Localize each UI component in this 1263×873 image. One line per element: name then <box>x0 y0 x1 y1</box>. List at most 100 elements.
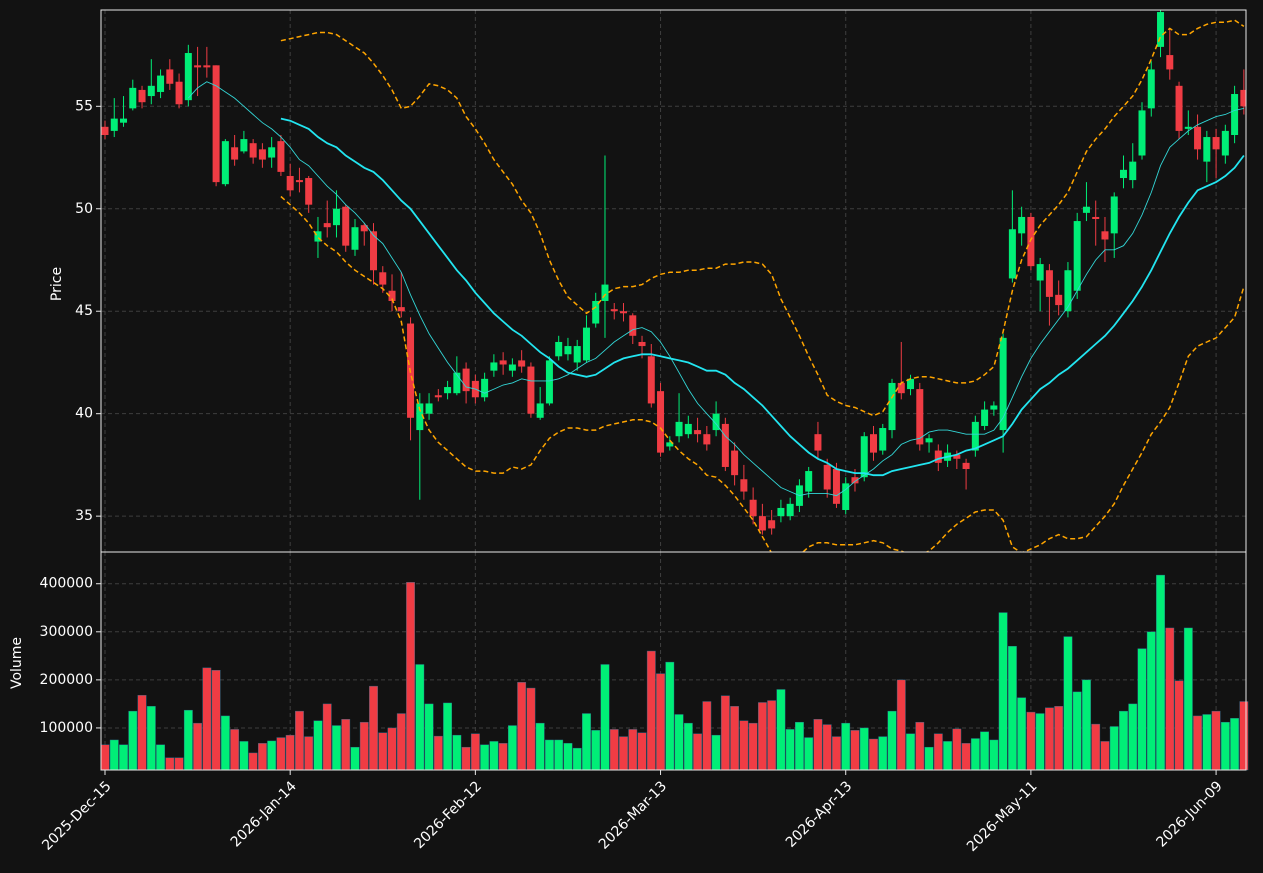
volume-bar <box>665 661 675 771</box>
volume-bar <box>795 721 804 771</box>
volume-bar <box>822 724 832 771</box>
candle-body <box>416 403 424 431</box>
candle-body <box>203 65 211 68</box>
panel-frame <box>100 551 1247 771</box>
candle-body <box>768 520 776 529</box>
candle-body <box>814 434 822 451</box>
candle-body <box>897 382 905 394</box>
volume-bar <box>582 713 591 771</box>
candle-body <box>990 405 998 410</box>
volume-bar <box>1146 631 1156 771</box>
candle-body <box>499 360 507 365</box>
candle-body <box>953 454 961 459</box>
volume-bar <box>461 746 471 771</box>
volume-bar <box>906 733 915 771</box>
candle-body <box>1073 221 1081 291</box>
candle-body <box>777 507 785 517</box>
volume-bar <box>100 744 110 771</box>
candle-body <box>1008 229 1016 279</box>
candle-body <box>1184 126 1192 129</box>
candle-body <box>240 139 248 152</box>
volume-bar <box>656 673 665 771</box>
candle-body <box>869 434 877 453</box>
candle-body <box>1064 270 1072 312</box>
candle-body <box>388 290 396 301</box>
candle-body <box>1203 137 1211 162</box>
volume-bar <box>757 702 767 771</box>
candle-body <box>1119 169 1127 179</box>
candle-body <box>444 387 452 394</box>
candle-body <box>314 231 322 242</box>
candle-body <box>703 434 711 445</box>
candle-body <box>1055 294 1063 306</box>
volume-bar <box>517 682 527 771</box>
volume-bar <box>572 747 582 771</box>
candle-body <box>166 69 174 84</box>
volume-bar <box>1165 627 1175 771</box>
candle-body <box>638 341 646 347</box>
y-tick-label: 35 <box>75 508 93 524</box>
volume-bar <box>1072 691 1082 771</box>
volume-bar <box>507 725 517 771</box>
volume-bar <box>1017 697 1027 771</box>
volume-bar <box>230 729 240 771</box>
candle-body <box>397 307 405 312</box>
volume-bar <box>850 730 860 771</box>
candle-body <box>453 372 461 394</box>
y-tick-label: 55 <box>75 98 93 114</box>
candle-body <box>879 428 887 451</box>
volume-bar <box>609 729 619 771</box>
candle-body <box>731 450 739 476</box>
candle-body <box>147 85 155 97</box>
volume-bar <box>313 720 323 771</box>
candle-body <box>907 378 915 390</box>
volume-bar <box>1109 726 1119 771</box>
candle-body <box>601 284 609 301</box>
y-tick-label: 45 <box>75 303 93 319</box>
volume-bar <box>720 695 730 771</box>
volume-bar <box>396 713 406 771</box>
volume-bar <box>424 703 434 771</box>
candle-body <box>666 442 674 447</box>
volume-bar <box>591 730 601 771</box>
volume-bar <box>1220 721 1230 771</box>
volume-bar <box>554 739 564 771</box>
volume-bar <box>433 735 443 771</box>
candle-body <box>120 118 128 123</box>
volume-bar <box>702 701 712 771</box>
volume-bar <box>804 737 814 771</box>
candle-body <box>545 360 553 404</box>
volume-bar <box>1128 703 1138 771</box>
y-tick-label: 300000 <box>40 624 93 640</box>
candle-body <box>1157 12 1165 47</box>
volume-bar <box>258 743 267 771</box>
x-tick-label: 2026-Mar-13 <box>596 778 670 852</box>
volume-bar <box>776 689 786 771</box>
candle-body <box>518 360 526 367</box>
volume-bar <box>628 729 638 771</box>
candle-body <box>916 389 924 445</box>
volume-bar <box>1007 646 1017 771</box>
volume-bar <box>600 664 610 771</box>
candle-body <box>129 87 137 109</box>
volume-bar <box>183 709 193 771</box>
volume-bar <box>489 741 499 771</box>
candle-body <box>721 423 729 467</box>
indicator-line <box>187 81 1244 497</box>
volume-bar <box>952 728 962 771</box>
volume-bar <box>980 731 990 771</box>
indicator-line <box>280 117 1245 477</box>
volume-bar <box>859 727 869 771</box>
candle-body <box>434 395 442 398</box>
candle-body <box>110 118 118 131</box>
candle-body <box>481 378 489 398</box>
volume-bar <box>165 757 175 771</box>
volume-bar <box>498 743 508 771</box>
candle-body <box>629 315 637 336</box>
volume-bar <box>276 737 286 771</box>
y-tick-label: 200000 <box>40 672 93 688</box>
candle-body <box>527 366 535 414</box>
candle-body <box>758 516 766 531</box>
volume-bar <box>1054 706 1064 771</box>
